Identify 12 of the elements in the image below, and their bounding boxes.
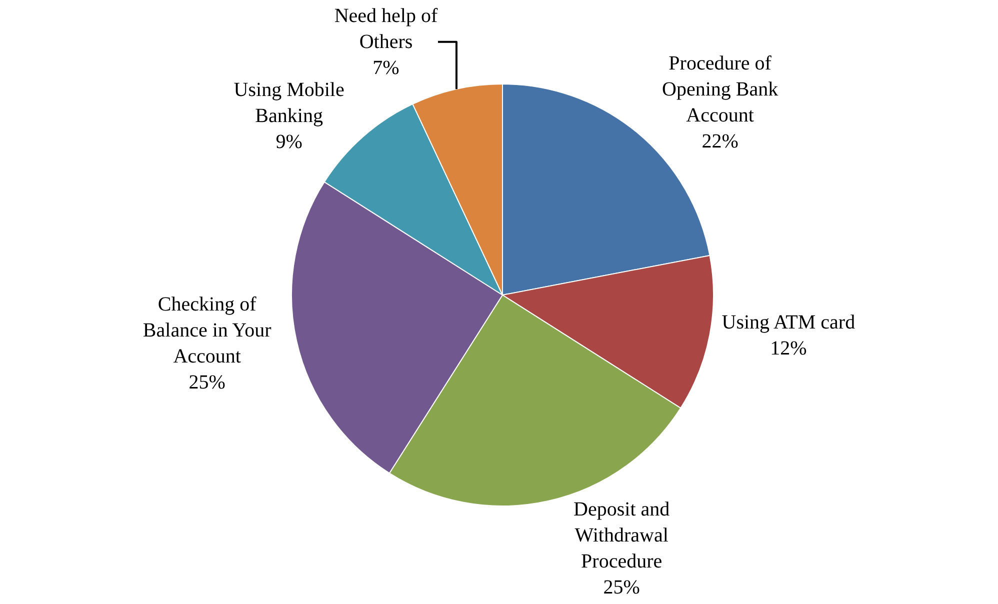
- slice-label: Need help of Others: [334, 4, 438, 53]
- slice-label: Procedure of Opening Bank Account: [662, 52, 778, 127]
- slice-label: Deposit and Withdrawal Procedure: [574, 498, 670, 573]
- slice-label: Using Mobile Banking: [234, 78, 344, 127]
- data-label: 22%: [702, 130, 738, 153]
- data-label: 25%: [603, 576, 640, 599]
- data-label: 25%: [188, 371, 226, 394]
- data-label: 12%: [770, 337, 807, 360]
- slice-label: Using ATM card: [722, 311, 856, 334]
- slice-label: Checking of Balance in Your Account: [142, 293, 272, 368]
- data-label: 9%: [276, 130, 302, 153]
- data-label: 7%: [372, 56, 400, 79]
